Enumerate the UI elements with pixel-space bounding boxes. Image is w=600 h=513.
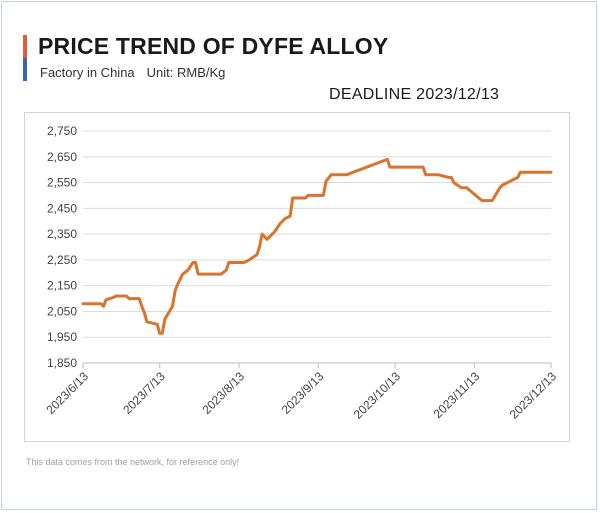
y-tick-label: 2,350 <box>47 227 77 241</box>
x-tick-label: 2023/10/13 <box>351 369 404 422</box>
y-tick-label: 2,150 <box>47 279 77 293</box>
footer-note: This data comes from the network, for re… <box>26 457 240 467</box>
subtitle-unit: Unit: RMB/Kg <box>146 65 226 80</box>
y-tick-label: 2,750 <box>47 124 77 138</box>
title-accent-bar <box>23 35 27 81</box>
y-tick-label: 2,550 <box>47 176 77 190</box>
x-tick-label: 2023/6/13 <box>43 369 91 417</box>
series-layer <box>81 157 553 335</box>
deadline-label: DEADLINE 2023/12/13 <box>329 86 500 103</box>
x-tick-label: 2023/7/13 <box>120 369 168 417</box>
y-tick-label: 2,250 <box>47 253 77 267</box>
x-tick-label: 2023/9/13 <box>279 369 327 417</box>
y-tick-label: 2,050 <box>47 304 77 318</box>
y-tick-label: 1,850 <box>47 356 77 370</box>
chart-title: PRICE TREND OF DYFE ALLOY <box>38 33 389 59</box>
subtitle-source: Factory in China <box>40 65 135 80</box>
price-series-line <box>81 157 553 335</box>
chart-subtitle: Factory in China Unit: RMB/Kg <box>40 65 225 80</box>
y-tick-label: 2,450 <box>47 201 77 215</box>
y-tick-label: 1,950 <box>47 330 77 344</box>
y-tick-label: 2,650 <box>47 150 77 164</box>
axis-layer: 1,850 1,950 2,050 2,150 2,250 2,350 2,450 2,550… <box>43 124 559 422</box>
x-tick-label: 2023/12/13 <box>507 369 560 422</box>
x-tick-label: 2023/8/13 <box>199 369 247 417</box>
grid-layer <box>83 130 551 364</box>
plot-area-box <box>24 112 570 442</box>
x-tick-label: 2023/11/13 <box>431 369 483 421</box>
